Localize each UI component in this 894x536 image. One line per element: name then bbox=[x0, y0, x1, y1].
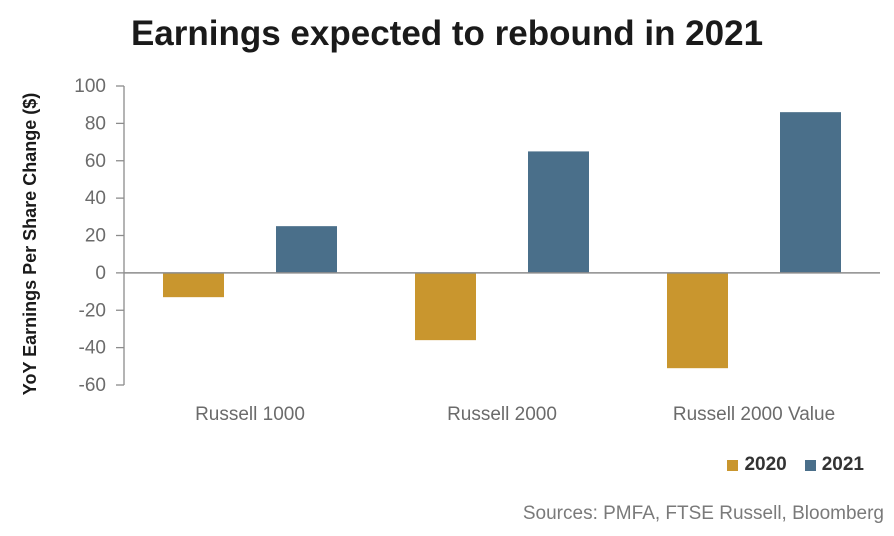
y-tick-label: 40 bbox=[85, 188, 106, 209]
bar-2020-russell-2000 bbox=[415, 272, 476, 341]
bars-layer bbox=[163, 112, 841, 369]
y-tick-label: -60 bbox=[79, 375, 106, 396]
legend-label-2021: 2021 bbox=[821, 454, 864, 475]
y-tick-label: 80 bbox=[85, 113, 106, 134]
y-axis-label: YoY Earnings Per Share Change ($) bbox=[20, 93, 40, 395]
source-note: Sources: PMFA, FTSE Russell, Bloomberg bbox=[522, 503, 884, 524]
bar-2021-russell-1000 bbox=[276, 226, 337, 273]
bar-2021-russell-2000 bbox=[528, 151, 589, 273]
bar-2020-russell-2000-value bbox=[667, 272, 728, 369]
y-tick-label: -20 bbox=[79, 300, 106, 321]
legend-swatch-2021 bbox=[804, 459, 816, 471]
y-tick-label: 100 bbox=[74, 76, 106, 97]
bar-2021-russell-2000-value bbox=[780, 112, 841, 273]
chart-title: Earnings expected to rebound in 2021 bbox=[130, 14, 764, 53]
x-category-label: Russell 1000 bbox=[195, 404, 305, 425]
legend-item-2020: 2020 bbox=[727, 454, 787, 476]
legend-label-2020: 2020 bbox=[744, 454, 787, 475]
x-category-label: Russell 2000 bbox=[447, 404, 557, 425]
legend-item-2021: 2021 bbox=[804, 454, 864, 476]
legend-swatch-2020 bbox=[727, 459, 739, 471]
x-category-label: Russell 2000 Value bbox=[673, 404, 835, 425]
labels-layer: 100 80 60 40 20 0 -20 -40 -60 Russell 1000 Russell… bbox=[74, 76, 880, 425]
bar-2020-russell-1000 bbox=[163, 272, 224, 298]
axis-layer bbox=[116, 85, 125, 386]
legend: 2020 2021 bbox=[709, 454, 864, 476]
y-tick-label: 60 bbox=[85, 151, 106, 172]
y-tick-label: 20 bbox=[85, 226, 106, 247]
y-tick-label: -40 bbox=[79, 338, 106, 359]
y-tick-label: 0 bbox=[95, 263, 106, 284]
